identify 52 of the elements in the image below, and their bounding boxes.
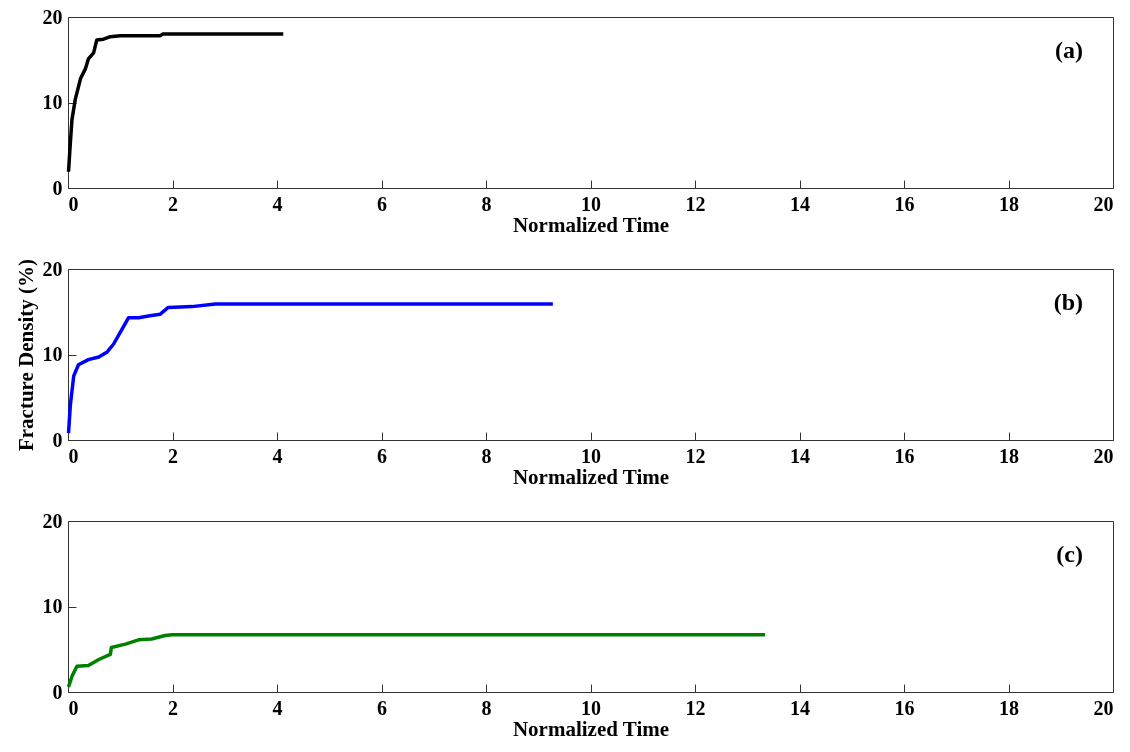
- x-tick-label: 0: [68, 444, 79, 467]
- x-tick-label: 12: [685, 192, 706, 215]
- line-series: [66, 32, 286, 174]
- x-tick-label: 4: [272, 192, 283, 215]
- x-tick-label: 12: [685, 444, 706, 467]
- y-tick-label: 20: [42, 5, 63, 28]
- y-tick-label: 0: [52, 176, 63, 199]
- line-series: [66, 302, 555, 435]
- y-axis-title: Fracture Density (%): [13, 258, 38, 452]
- y-tick-label: 10: [42, 595, 63, 617]
- x-tick-label: 10: [581, 696, 601, 719]
- x-axis-title: Normalized Time: [512, 212, 670, 237]
- x-tick-label: 20: [1093, 192, 1114, 215]
- x-tick-label: 16: [894, 444, 915, 467]
- x-tick-label: 0: [68, 192, 79, 215]
- x-tick-label: 2: [168, 444, 178, 467]
- x-tick-label: 8: [481, 444, 492, 467]
- x-tick-label: 16: [894, 696, 915, 719]
- x-tick-label: 8: [481, 192, 492, 215]
- x-tick-label: 4: [272, 696, 283, 719]
- annotation: (b): [1053, 289, 1083, 315]
- x-tick-label: 18: [999, 444, 1019, 467]
- x-tick-label: 18: [999, 192, 1019, 215]
- x-tick-label: 8: [481, 696, 492, 719]
- y-tick-label: 10: [42, 91, 63, 113]
- y-tick-label: 0: [52, 428, 63, 451]
- x-tick-label: 4: [272, 444, 283, 467]
- x-tick-label: 14: [790, 696, 810, 719]
- annotation: (a): [1055, 37, 1083, 63]
- x-tick-label: 6: [377, 444, 387, 467]
- x-axis-title: Normalized Time: [512, 464, 670, 489]
- x-tick-label: 10: [581, 444, 601, 467]
- y-tick-label: 20: [42, 257, 63, 280]
- x-tick-label: 0: [68, 696, 79, 719]
- x-tick-label: 10: [581, 192, 601, 215]
- y-tick-label: 0: [52, 680, 63, 703]
- y-tick-label: 20: [42, 509, 63, 532]
- x-tick-label: 16: [894, 192, 915, 215]
- x-tick-label: 2: [168, 192, 178, 215]
- x-tick-label: 14: [790, 192, 810, 215]
- line-series: [66, 632, 767, 689]
- x-tick-label: 12: [685, 696, 706, 719]
- x-tick-label: 6: [377, 192, 387, 215]
- y-tick-label: 10: [42, 343, 63, 365]
- x-tick-label: 14: [790, 444, 810, 467]
- x-tick-label: 18: [999, 696, 1019, 719]
- x-tick-label: 2: [168, 696, 178, 719]
- x-axis-title: Normalized Time: [512, 716, 670, 741]
- annotation: (c): [1056, 541, 1083, 567]
- x-tick-label: 20: [1093, 696, 1114, 719]
- x-tick-label: 20: [1093, 444, 1114, 467]
- x-tick-label: 6: [377, 696, 387, 719]
